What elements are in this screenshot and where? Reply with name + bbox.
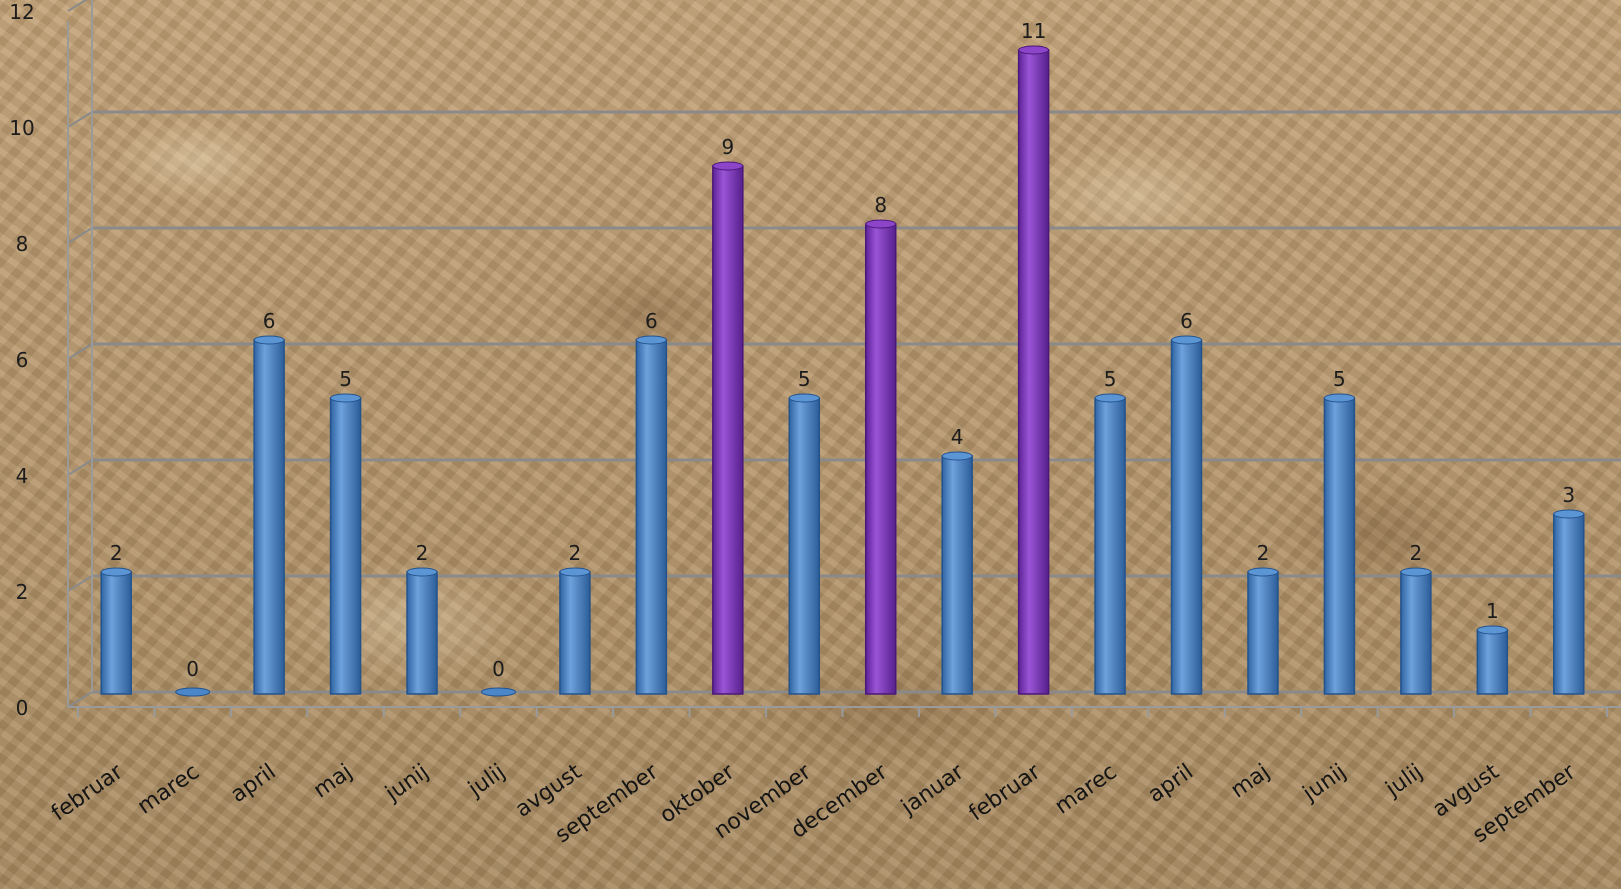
bar (864, 223, 897, 695)
data-label: 3 (1562, 483, 1575, 507)
bar (406, 571, 438, 695)
x-tick-label: maj (1226, 759, 1274, 803)
bar-top (941, 451, 973, 461)
data-label: 2 (1410, 541, 1423, 565)
bar (100, 571, 132, 695)
data-label: 8 (874, 193, 887, 217)
gridlines (67, 0, 1621, 708)
bar-top (1094, 393, 1126, 403)
gridline-depth (67, 111, 93, 128)
data-label: 6 (263, 309, 276, 333)
data-label: 11 (1021, 19, 1046, 43)
bar-top (1323, 393, 1355, 403)
x-tick-label: julij (463, 759, 510, 802)
bar-top (1171, 335, 1203, 345)
bar-top (1018, 45, 1050, 55)
bar (941, 455, 973, 695)
bars (100, 45, 1585, 697)
bar (1094, 397, 1126, 695)
data-label: 2 (416, 541, 429, 565)
bar-top (100, 567, 132, 577)
data-label: 2 (110, 541, 123, 565)
x-tick-label: april (226, 759, 280, 807)
x-tick-label: februar (965, 759, 1046, 826)
bar (253, 339, 285, 695)
data-label: 1 (1486, 599, 1499, 623)
x-tick-label: marec (133, 759, 204, 819)
bar (329, 397, 362, 695)
data-label: 5 (339, 367, 352, 391)
bar-top (330, 393, 362, 403)
data-label: 6 (645, 309, 658, 333)
data-label: 0 (186, 657, 199, 681)
x-tick-label: maj (309, 759, 357, 803)
x-tick-label: junij (380, 759, 433, 807)
y-tick-label: 6 (16, 348, 29, 372)
y-tick-label: 2 (16, 580, 29, 604)
data-label: 5 (798, 367, 811, 391)
data-label: 5 (1104, 367, 1117, 391)
bar-top (1247, 567, 1279, 577)
bar-top (253, 335, 285, 345)
x-tick-label: februar (47, 759, 128, 826)
bar (1400, 571, 1432, 695)
gridline-depth (67, 691, 93, 708)
bar (1476, 629, 1509, 695)
x-tick-label: april (1144, 759, 1198, 807)
data-label: 5 (1333, 367, 1346, 391)
bar-top (559, 567, 591, 577)
bar (1247, 571, 1279, 695)
x-tick-label: marec (1051, 759, 1122, 819)
axes (67, 0, 1621, 717)
bar-top (865, 219, 897, 229)
bar-top (1553, 509, 1585, 519)
bar (1323, 397, 1356, 695)
data-label: 0 (492, 657, 505, 681)
data-label: 2 (1257, 541, 1270, 565)
y-tick-label: 12 (9, 0, 34, 24)
y-tick-label: 8 (16, 232, 29, 256)
bar (559, 571, 591, 695)
x-tick-label: januar (896, 759, 969, 821)
gridline-depth (67, 575, 93, 592)
bar-top (788, 393, 820, 403)
bar-top (1400, 567, 1432, 577)
data-label: 4 (951, 425, 964, 449)
bar-top (406, 567, 438, 577)
data-label: 6 (1180, 309, 1193, 333)
x-tick-label: julij (1381, 759, 1428, 802)
gridline-depth (67, 0, 88, 12)
data-label: 2 (569, 541, 582, 565)
bar-top (1476, 625, 1508, 635)
bar (712, 165, 744, 695)
y-tick-label: 4 (16, 464, 29, 488)
gridline-depth (67, 459, 93, 476)
bar-top (635, 335, 667, 345)
y-tick-label: 10 (9, 116, 34, 140)
x-tick-label: junij (1298, 759, 1351, 807)
bar-top (712, 161, 744, 171)
gridline-depth (67, 343, 93, 360)
y-tick-label: 0 (16, 696, 29, 720)
bar (1553, 513, 1585, 695)
bar (788, 397, 821, 695)
bar (1017, 49, 1050, 695)
data-label: 9 (721, 135, 734, 159)
bar (175, 687, 211, 697)
gridline-depth (67, 227, 93, 244)
bar (480, 687, 516, 697)
bar (635, 339, 668, 695)
bar (1170, 339, 1203, 695)
